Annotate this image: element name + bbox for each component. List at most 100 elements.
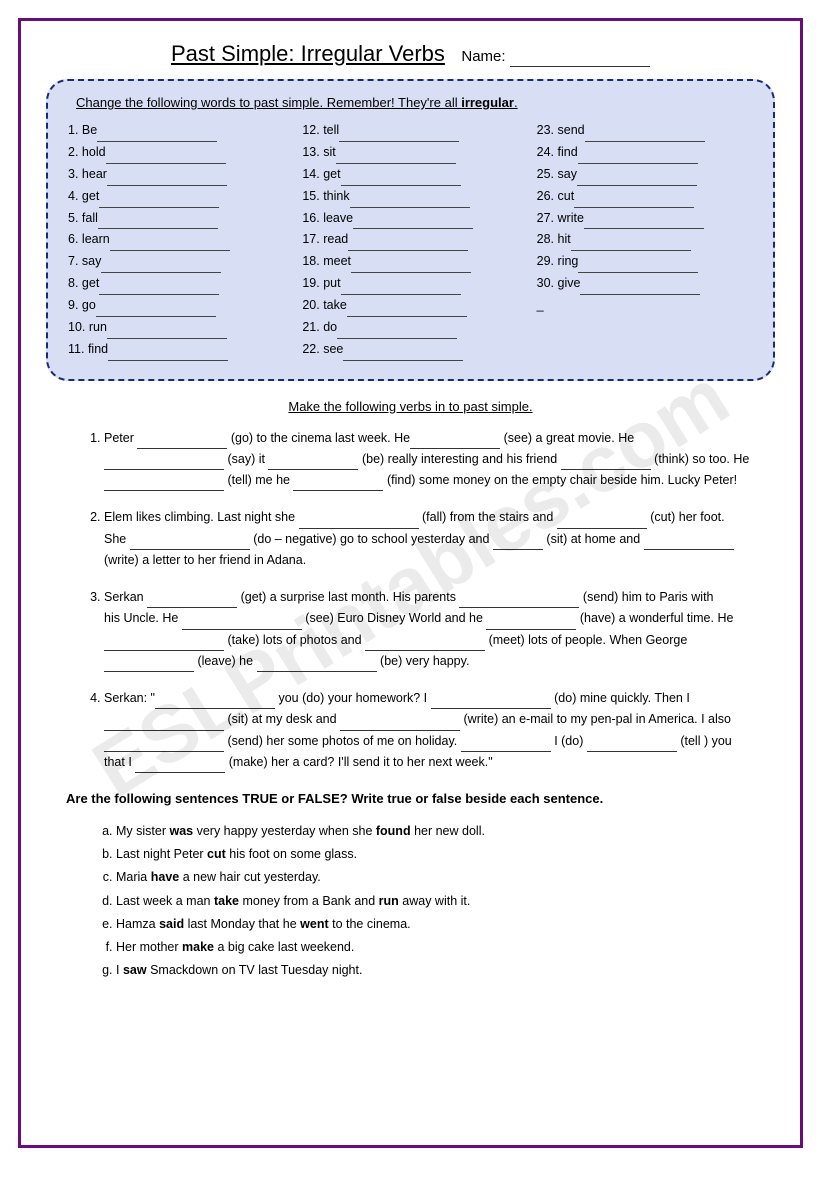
tf-item: Her mother make a big cake last weekend.: [116, 936, 775, 959]
verb-item: 26. cut: [537, 186, 753, 208]
text: (think) so too. He: [654, 452, 749, 466]
tf-post: her new doll.: [411, 824, 485, 838]
verb-item: 10. run: [68, 317, 284, 339]
blank[interactable]: [147, 607, 237, 608]
verb-num: 13.: [302, 145, 319, 159]
blank[interactable]: [104, 650, 224, 651]
verb-item: 23. send: [537, 120, 753, 142]
blank[interactable]: [130, 549, 250, 550]
verb-item: 17. read: [302, 229, 518, 251]
verb-word: say: [82, 254, 101, 268]
verb-item: 21. do: [302, 317, 518, 339]
verb-item: 14. get: [302, 164, 518, 186]
verb-num: 9.: [68, 298, 78, 312]
blank[interactable]: [135, 772, 225, 773]
blank[interactable]: [104, 671, 194, 672]
blank[interactable]: [104, 730, 224, 731]
tf-bold: have: [151, 870, 180, 884]
verb-item: 3. hear: [68, 164, 284, 186]
verb-item: 4. get: [68, 186, 284, 208]
blank[interactable]: [557, 528, 647, 529]
blank[interactable]: [644, 549, 734, 550]
text: you (do) your homework? I: [278, 691, 430, 705]
verb-blank[interactable]: [580, 294, 700, 295]
name-input-line[interactable]: [510, 66, 650, 67]
true-false-list: My sister was very happy yesterday when …: [46, 820, 775, 982]
verb-word: sit: [323, 145, 336, 159]
page-title: Past Simple: Irregular Verbs: [171, 41, 445, 66]
text: Elem likes climbing. Last night she: [104, 510, 299, 524]
verb-col-1: 1. Be2. hold3. hear4. get5. fall6. learn…: [68, 120, 284, 361]
tf-pre: Maria: [116, 870, 151, 884]
blank[interactable]: [431, 708, 551, 709]
verb-word: go: [82, 298, 96, 312]
blank[interactable]: [137, 448, 227, 449]
verb-word: hear: [82, 167, 107, 181]
verb-word: learn: [82, 232, 110, 246]
blank[interactable]: [104, 751, 224, 752]
verb-word: send: [558, 123, 585, 137]
verb-word: cut: [558, 189, 575, 203]
blank[interactable]: [410, 448, 500, 449]
verb-num: 29.: [537, 254, 554, 268]
verb-item: 2. hold: [68, 142, 284, 164]
verb-item: 7. say: [68, 251, 284, 273]
blank[interactable]: [340, 730, 460, 731]
tf-pre: Last night Peter: [116, 847, 207, 861]
text: (be) really interesting and his friend: [362, 452, 561, 466]
verb-num: 25.: [537, 167, 554, 181]
tf-bold: was: [169, 824, 193, 838]
tf-item: Hamza said last Monday that he went to t…: [116, 913, 775, 936]
blank[interactable]: [493, 549, 543, 550]
tf-mid: Smackdown on TV last Tuesday night.: [147, 963, 363, 977]
verb-num: 15.: [302, 189, 319, 203]
text: (find) some money on the empty chair bes…: [387, 473, 737, 487]
blank[interactable]: [104, 490, 224, 491]
verb-num: 28.: [537, 232, 554, 246]
verb-blank[interactable]: [108, 360, 228, 361]
blank[interactable]: [268, 469, 358, 470]
blank[interactable]: [299, 528, 419, 529]
blank[interactable]: [587, 751, 677, 752]
tf-bold: cut: [207, 847, 226, 861]
blank[interactable]: [293, 490, 383, 491]
text: (see) a great movie. He: [504, 431, 635, 445]
text: (see) Euro Disney World and he: [305, 611, 486, 625]
blank[interactable]: [461, 751, 551, 752]
verb-item: 30. give: [537, 273, 753, 295]
text: Serkan: ": [104, 691, 155, 705]
tf-pre: My sister: [116, 824, 169, 838]
tf-item: My sister was very happy yesterday when …: [116, 820, 775, 843]
verb-item: 24. find: [537, 142, 753, 164]
tf-post: to the cinema.: [329, 917, 411, 931]
text: (go) to the cinema last week. He: [231, 431, 410, 445]
blank[interactable]: [104, 469, 224, 470]
verb-word: give: [558, 276, 581, 290]
verb-item: 27. write: [537, 208, 753, 230]
blank[interactable]: [182, 629, 302, 630]
instr-post: .: [514, 95, 518, 110]
verb-blank[interactable]: [343, 360, 463, 361]
verb-col-2: 12. tell13. sit14. get15. think16. leave…: [302, 120, 518, 361]
verb-item: 20. take: [302, 295, 518, 317]
blank[interactable]: [257, 671, 377, 672]
verb-word: tell: [323, 123, 339, 137]
verb-word: get: [323, 167, 340, 181]
verb-word: see: [323, 342, 343, 356]
verb-item: 11. find: [68, 339, 284, 361]
verb-word: read: [323, 232, 348, 246]
text: (fall) from the stairs and: [422, 510, 557, 524]
verb-num: 17.: [302, 232, 319, 246]
text: (say) it: [227, 452, 268, 466]
verb-item: 1. Be: [68, 120, 284, 142]
verb-word: hold: [82, 145, 106, 159]
blank[interactable]: [155, 708, 275, 709]
verb-num: 21.: [302, 320, 319, 334]
blank[interactable]: [561, 469, 651, 470]
text: (do) mine quickly. Then I: [554, 691, 690, 705]
blank[interactable]: [365, 650, 485, 651]
verb-columns: 1. Be2. hold3. hear4. get5. fall6. learn…: [68, 120, 753, 361]
blank[interactable]: [459, 607, 579, 608]
blank[interactable]: [486, 629, 576, 630]
text: (leave) he: [197, 654, 256, 668]
